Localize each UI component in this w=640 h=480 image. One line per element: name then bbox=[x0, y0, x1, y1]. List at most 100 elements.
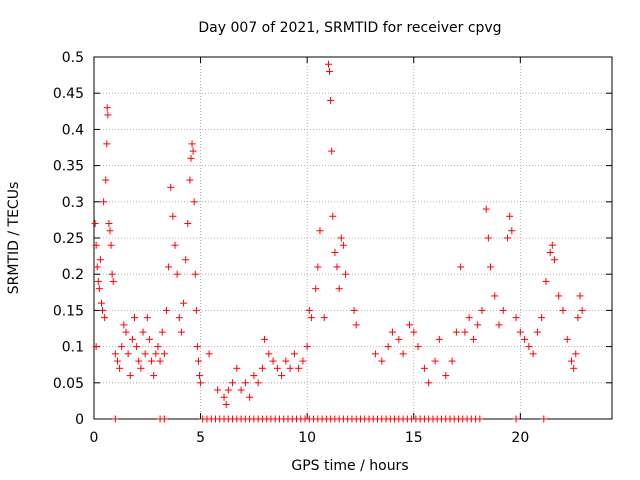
data-point bbox=[189, 147, 197, 155]
data-point bbox=[326, 67, 334, 75]
data-point bbox=[395, 335, 403, 343]
data-point bbox=[99, 306, 107, 314]
data-point bbox=[316, 227, 324, 235]
y-tick-label: 0.3 bbox=[62, 195, 84, 211]
x-tick-label: 20 bbox=[511, 430, 529, 446]
data-point bbox=[512, 415, 520, 423]
data-point bbox=[448, 357, 456, 365]
data-point bbox=[506, 212, 514, 220]
data-point bbox=[187, 154, 195, 162]
data-point bbox=[542, 277, 550, 285]
data-point bbox=[173, 270, 181, 278]
data-point bbox=[122, 328, 130, 336]
x-tick-label: 5 bbox=[196, 430, 205, 446]
data-point bbox=[137, 364, 145, 372]
data-point bbox=[378, 357, 386, 365]
data-point bbox=[521, 335, 529, 343]
data-point bbox=[241, 379, 249, 387]
data-point bbox=[237, 386, 245, 394]
data-point bbox=[491, 292, 499, 300]
data-point bbox=[106, 227, 114, 235]
data-point bbox=[324, 60, 332, 68]
data-point bbox=[214, 386, 222, 394]
data-point bbox=[335, 285, 343, 293]
data-point bbox=[100, 198, 108, 206]
data-point bbox=[180, 299, 188, 307]
data-point bbox=[476, 415, 484, 423]
data-point bbox=[250, 372, 258, 380]
data-point bbox=[105, 220, 113, 228]
data-point bbox=[420, 364, 428, 372]
data-point bbox=[352, 321, 360, 329]
data-point bbox=[156, 357, 164, 365]
data-point bbox=[184, 220, 192, 228]
data-point bbox=[465, 314, 473, 322]
data-point bbox=[145, 335, 153, 343]
data-point bbox=[224, 386, 232, 394]
data-point bbox=[175, 314, 183, 322]
data-point bbox=[133, 343, 141, 351]
data-point bbox=[388, 328, 396, 336]
data-point bbox=[96, 256, 104, 264]
data-point bbox=[171, 241, 179, 249]
data-point bbox=[278, 372, 286, 380]
data-point bbox=[220, 393, 228, 401]
data-point bbox=[405, 321, 413, 329]
data-point bbox=[328, 147, 336, 155]
data-point bbox=[559, 306, 567, 314]
data-point bbox=[327, 96, 335, 104]
data-point bbox=[191, 270, 199, 278]
data-point bbox=[576, 292, 584, 300]
data-point bbox=[91, 220, 99, 228]
y-tick-label: 0 bbox=[75, 412, 84, 428]
data-point bbox=[508, 227, 516, 235]
data-point bbox=[152, 350, 160, 358]
data-point bbox=[337, 234, 345, 242]
data-point bbox=[162, 306, 170, 314]
data-point bbox=[504, 234, 512, 242]
data-point bbox=[177, 328, 185, 336]
data-point bbox=[143, 314, 151, 322]
data-point bbox=[414, 343, 422, 351]
y-tick-label: 0.4 bbox=[62, 122, 84, 138]
data-point bbox=[478, 306, 486, 314]
data-point bbox=[95, 285, 103, 293]
data-point bbox=[303, 343, 311, 351]
data-point bbox=[307, 314, 315, 322]
data-point bbox=[254, 379, 262, 387]
data-point bbox=[141, 350, 149, 358]
data-point bbox=[222, 401, 230, 409]
data-point bbox=[154, 343, 162, 351]
x-tick-label: 0 bbox=[90, 430, 99, 446]
y-tick-label: 0.5 bbox=[62, 50, 84, 66]
data-point bbox=[548, 241, 556, 249]
data-point bbox=[102, 176, 110, 184]
data-point bbox=[118, 343, 126, 351]
y-tick-label: 0.1 bbox=[62, 340, 84, 356]
data-point bbox=[574, 314, 582, 322]
x-tick-label: 10 bbox=[298, 430, 316, 446]
data-point bbox=[196, 372, 204, 380]
data-point bbox=[193, 343, 201, 351]
data-point bbox=[120, 321, 128, 329]
y-tick-label: 0.05 bbox=[53, 376, 84, 392]
data-point bbox=[197, 379, 205, 387]
data-point bbox=[290, 350, 298, 358]
data-point bbox=[410, 328, 418, 336]
data-point bbox=[533, 328, 541, 336]
data-point bbox=[350, 306, 358, 314]
data-point bbox=[461, 328, 469, 336]
data-point bbox=[109, 277, 117, 285]
data-point bbox=[116, 364, 124, 372]
data-point bbox=[572, 350, 580, 358]
data-point bbox=[92, 343, 100, 351]
grid-lines bbox=[94, 57, 612, 419]
data-point bbox=[233, 364, 241, 372]
data-point bbox=[442, 372, 450, 380]
y-tick-labels: 0 0.05 0.1 0.15 0.2 0.25 0.3 0.35 0.4 0.45 0.5 bbox=[53, 50, 84, 428]
y-tick-label: 0.15 bbox=[53, 303, 84, 319]
data-point bbox=[486, 263, 494, 271]
data-point bbox=[399, 350, 407, 358]
data-point bbox=[186, 176, 194, 184]
data-point bbox=[169, 212, 177, 220]
